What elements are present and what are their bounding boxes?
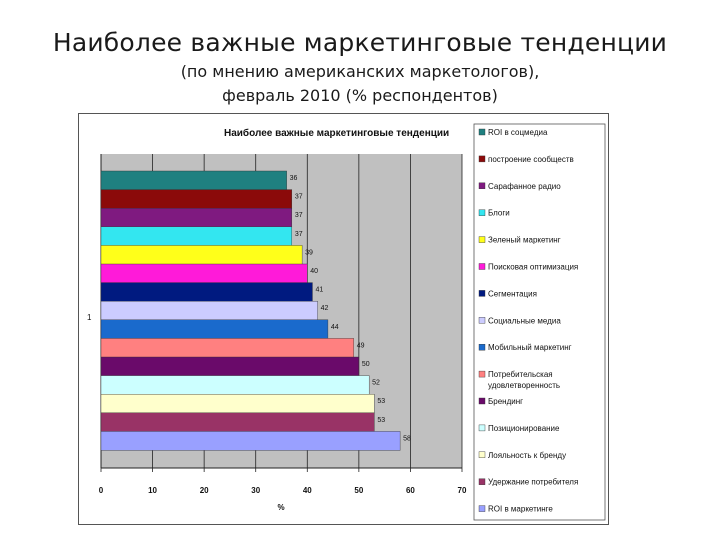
legend-swatch — [478, 236, 486, 243]
legend-label: Сегментация — [488, 289, 537, 298]
legend-swatch — [478, 505, 486, 512]
legend-label: Лояльность к бренду — [488, 451, 566, 460]
legend-label-line: Потребительская — [488, 370, 553, 379]
legend-label: Блоги — [488, 209, 510, 218]
x-tick-label: 30 — [251, 486, 260, 495]
bar — [100, 282, 313, 302]
chart-title: Наиболее важные маркетинговые тенденции — [224, 127, 449, 139]
bar — [100, 394, 375, 414]
x-tick-label: 40 — [303, 486, 312, 495]
legend-swatch — [478, 128, 486, 136]
data-label: 53 — [377, 398, 385, 405]
bar — [100, 375, 370, 395]
legend-swatch — [478, 317, 486, 324]
bar — [100, 263, 308, 284]
data-label: 44 — [331, 324, 339, 331]
legend-label: построение сообществ — [488, 155, 574, 164]
legend-label: Социальные медиа — [488, 316, 561, 325]
legend-swatch — [478, 424, 486, 432]
legend-label: ROI в маркетинге — [488, 505, 553, 514]
data-label: 41 — [315, 287, 323, 294]
bar — [100, 207, 293, 228]
legend-swatch — [478, 478, 486, 485]
bar — [100, 356, 360, 377]
x-tick-label: 0 — [99, 486, 104, 495]
bar — [100, 338, 354, 358]
data-label: 58 — [403, 435, 411, 442]
slide-title: Наиболее важные маркетинговые тенденции — [52, 28, 668, 57]
data-label: 40 — [310, 268, 318, 275]
bar — [100, 226, 293, 247]
legend-label: Зеленый маркетинг — [488, 236, 561, 245]
x-tick-label: 60 — [406, 486, 415, 495]
bar — [100, 170, 287, 191]
legend-swatch — [478, 343, 486, 351]
bar — [100, 319, 329, 340]
data-label: 49 — [357, 342, 365, 349]
data-label: 52 — [372, 380, 380, 387]
data-label: 50 — [362, 361, 370, 368]
data-label: 42 — [321, 305, 329, 312]
bar — [100, 412, 375, 432]
legend-swatch — [478, 182, 486, 190]
legend-label: Мобильный маркетинг — [488, 343, 572, 352]
data-label: 36 — [290, 175, 298, 182]
legend-label: Поисковая оптимизация — [488, 263, 578, 272]
data-label: 37 — [295, 212, 303, 219]
x-tick-label: 10 — [148, 486, 157, 495]
category-label: 1 — [87, 313, 92, 322]
bar — [100, 431, 401, 451]
legend-label: ROI в соцмедиа — [488, 128, 548, 137]
data-label: 37 — [295, 194, 303, 201]
legend-swatch — [478, 209, 486, 216]
legend-swatch — [478, 451, 486, 458]
slide-subtitle-line1: (по мнению американских маркетологов), — [180, 62, 540, 81]
data-label: 39 — [305, 249, 313, 256]
x-tick-label: 20 — [200, 486, 209, 495]
legend-swatch — [478, 370, 486, 378]
data-label: 53 — [377, 417, 385, 424]
x-axis-title: % — [277, 503, 284, 512]
legend-swatch — [478, 290, 486, 297]
legend-swatch — [478, 397, 486, 405]
data-label: 37 — [295, 231, 303, 238]
legend-swatch — [478, 155, 486, 163]
bar — [100, 245, 303, 265]
x-tick-label: 70 — [458, 486, 467, 495]
legend-label: Удержание потребителя — [488, 478, 578, 487]
legend-label: Сарафанное радио — [488, 182, 561, 191]
bar-chart: Наиболее важные маркетинговые тенденции 3… — [87, 123, 606, 521]
legend-label: Брендинг — [488, 397, 523, 406]
x-tick-label: 50 — [354, 486, 363, 495]
slide-subtitle-line2: февраль 2010 (% респондентов) — [222, 86, 498, 105]
bar — [100, 189, 293, 209]
legend-label: Позиционирование — [488, 424, 560, 433]
legend-box — [473, 123, 606, 521]
chart-frame: Наиболее важные маркетинговые тенденции 3… — [78, 113, 609, 525]
legend-label-line: удовлетворенность — [488, 381, 560, 390]
bar — [100, 300, 318, 321]
legend-swatch — [478, 263, 486, 270]
